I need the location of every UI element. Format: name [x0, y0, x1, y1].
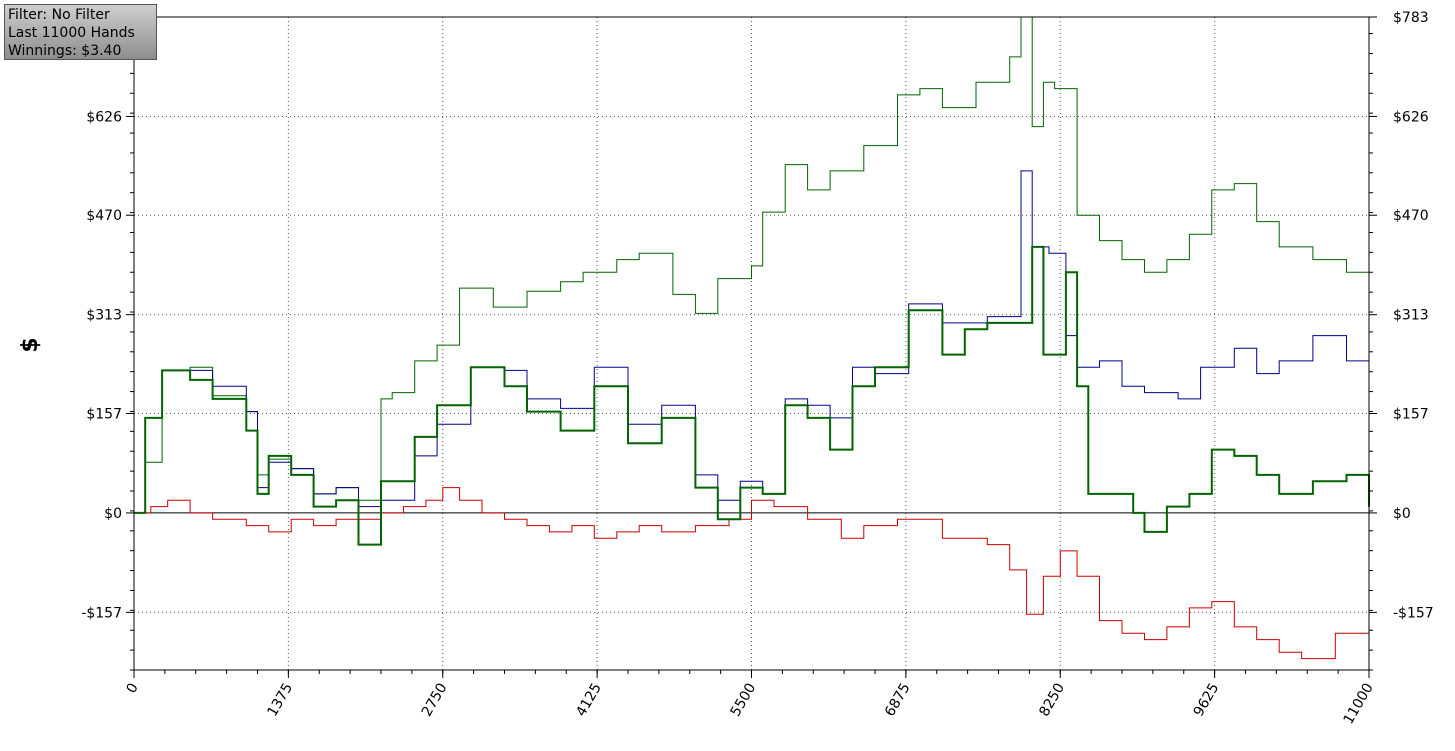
x-tick-label: 11000	[1341, 681, 1377, 728]
x-tick-label: 2750	[419, 681, 451, 720]
info-box: Filter: No Filter Last 11000 Hands Winni…	[4, 4, 157, 60]
x-tick-label: 0	[123, 681, 141, 697]
y-tick-label-right: $313	[1393, 308, 1429, 324]
y-tick-label-left: $157	[86, 406, 122, 422]
y-tick-label-right: $783	[1393, 10, 1429, 26]
x-tick-label: 6875	[882, 681, 914, 720]
y-tick-label-left: $313	[86, 308, 122, 324]
y-tick-label-left: $626	[86, 109, 122, 125]
plot-frame	[126, 16, 1377, 678]
y-tick-label-right: $157	[1393, 406, 1429, 422]
y-tick-label-right: $470	[1393, 208, 1429, 224]
y-axis-right: $783 $626 $470 $313 $157 $0 -$157	[1393, 10, 1434, 621]
x-tick-label: 5500	[728, 681, 760, 720]
y-tick-label-left: $0	[104, 506, 122, 522]
y-axis-left: $783$626$470$313$157$0-$157	[81, 10, 122, 621]
grid-lines	[134, 17, 1369, 670]
x-tick-label: 1375	[264, 681, 296, 720]
winnings-text: Winnings: $3.40	[8, 43, 122, 59]
series-layer	[134, 16, 1370, 660]
x-tick-label: 4125	[573, 681, 605, 720]
y-axis-label: $	[18, 337, 43, 352]
series-line-showdown	[134, 245, 1370, 546]
y-tick-label-right: -$157	[1393, 605, 1434, 621]
filter-text: Filter: No Filter	[8, 7, 110, 23]
series-line-net-won	[134, 16, 1370, 514]
hands-text: Last 11000 Hands	[8, 25, 135, 41]
y-tick-label-left: $470	[86, 208, 122, 224]
x-tick-label: 8250	[1036, 681, 1068, 720]
y-tick-label-right: $0	[1393, 506, 1411, 522]
y-tick-label-right: $626	[1393, 109, 1429, 125]
y-tick-label-left: -$157	[81, 605, 122, 621]
x-axis: 0 1375 2750 4125 5500 6875 8250 9625 11000	[123, 681, 1376, 728]
x-tick-label: 9625	[1191, 681, 1223, 720]
